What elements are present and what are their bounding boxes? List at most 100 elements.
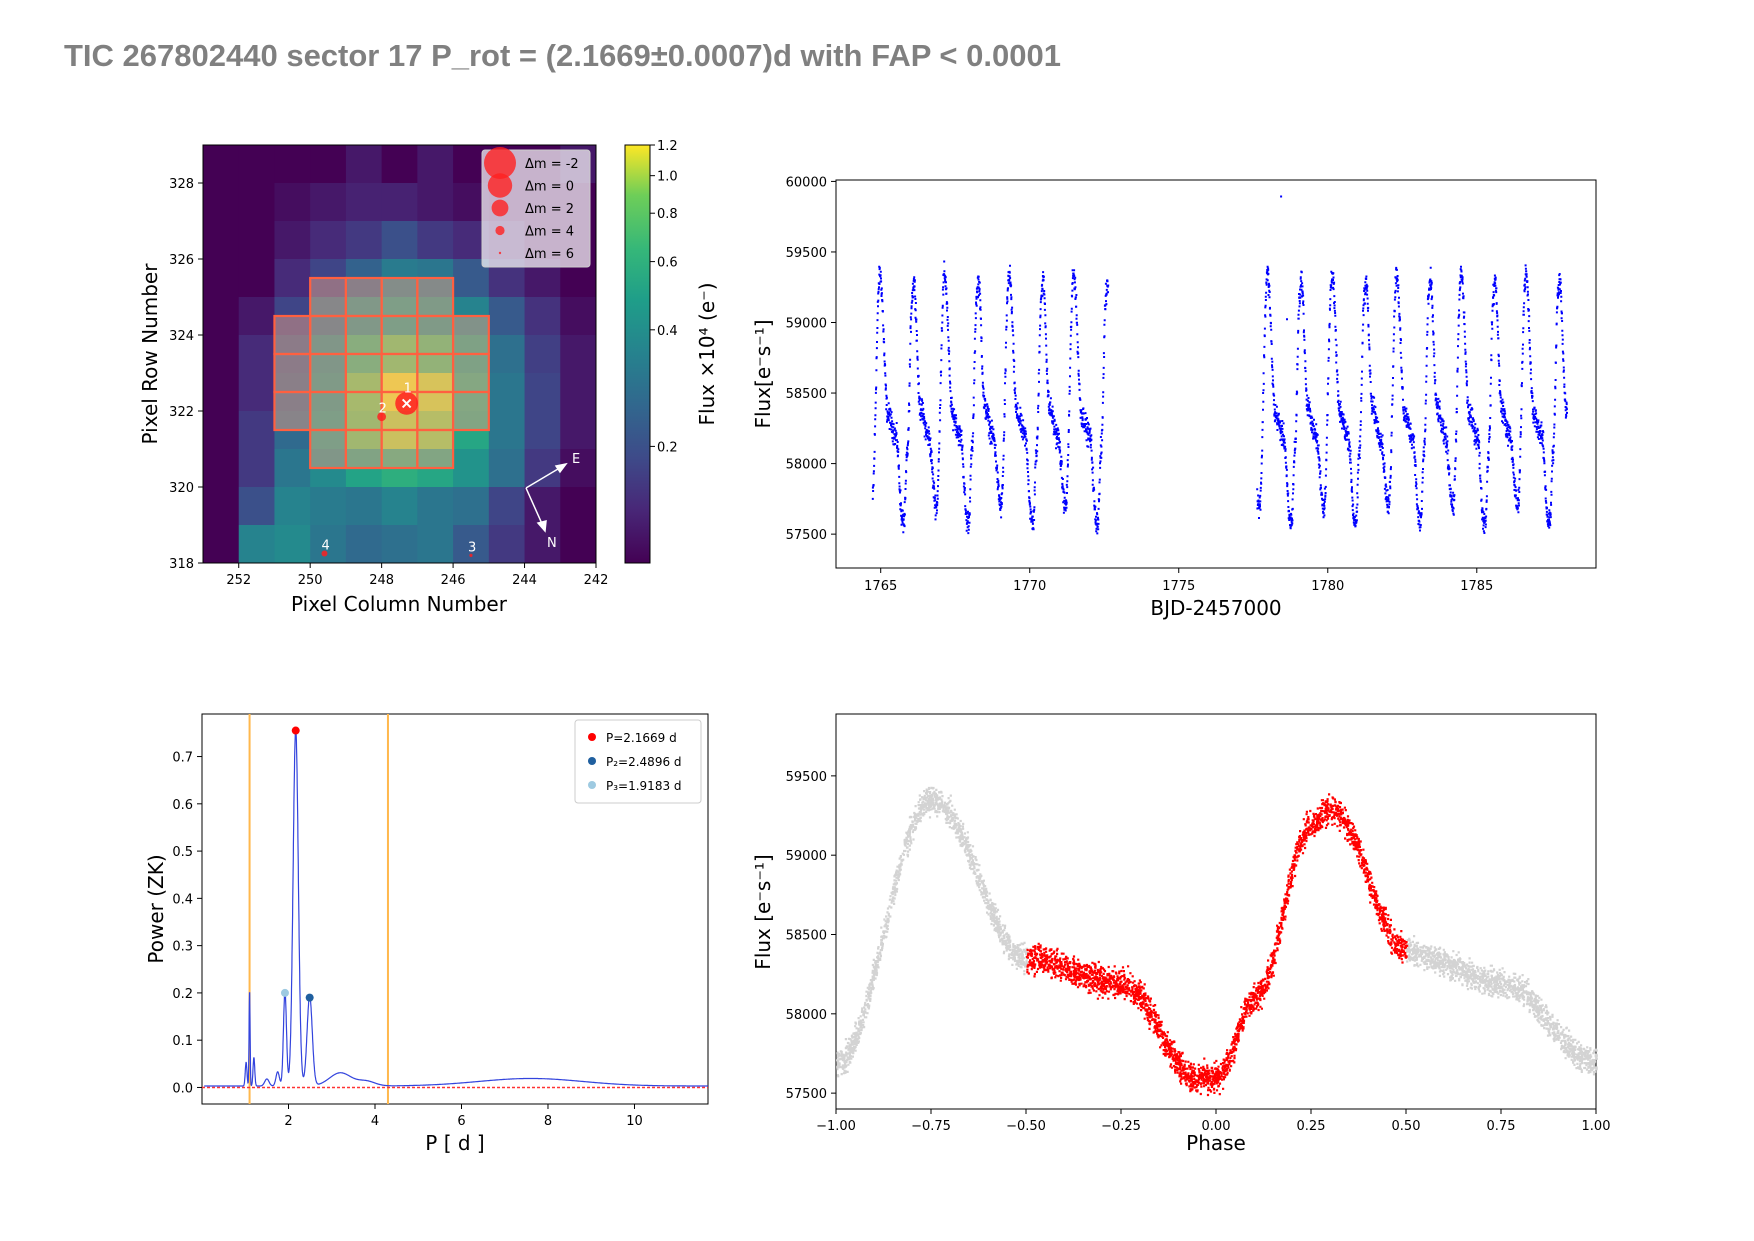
x-tick-label: 10 xyxy=(626,1114,643,1129)
heatmap-x-ticks: 252 250 248 246 244 242 xyxy=(226,563,608,588)
heatmap-pixel xyxy=(453,449,490,488)
aperture-pixel xyxy=(344,314,383,356)
x-tick-label: 252 xyxy=(226,573,251,588)
heatmap-frame xyxy=(202,144,597,564)
legend-marker xyxy=(588,757,596,765)
heatmap-pixel xyxy=(417,487,454,526)
x-tick-label: 0.75 xyxy=(1487,1119,1516,1134)
heatmap-pixel xyxy=(524,297,561,336)
heatmap-pixel xyxy=(310,183,347,222)
heatmap-pixel xyxy=(203,373,240,412)
x-tick-label: 0.25 xyxy=(1297,1119,1326,1134)
star-label: 3 xyxy=(468,540,476,555)
star-label: 2 xyxy=(379,402,387,417)
y-tick-label: 0.0 xyxy=(172,1081,193,1096)
legend-marker xyxy=(484,147,516,179)
y-tick-label: 0.3 xyxy=(172,940,193,955)
periodogram-y-ticks: 0.0 0.1 0.2 0.3 0.4 0.5 0.6 0.7 xyxy=(172,751,202,1096)
heatmap-pixel xyxy=(274,221,311,260)
aperture-pixel xyxy=(451,314,490,356)
heatmap-pixel xyxy=(274,183,311,222)
y-tick-label: 322 xyxy=(169,405,194,420)
aperture-pixel xyxy=(344,428,383,470)
heatmap-pixel xyxy=(238,145,275,184)
heatmap-pixel xyxy=(488,449,526,488)
heatmap-pixel xyxy=(238,411,275,450)
heatmap-pixel xyxy=(310,487,347,526)
heatmap-pixel xyxy=(345,145,383,184)
magnitude-legend: Δm = -2 Δm = 0 Δm = 2 Δm = 4 Δm = 6 xyxy=(481,147,591,268)
heatmap-pixel xyxy=(274,487,311,526)
heatmap-pixel xyxy=(345,487,383,526)
x-tick-label: 242 xyxy=(584,573,609,588)
y-tick-label: 0.7 xyxy=(172,751,193,766)
phase-folded-frame xyxy=(835,713,1597,1110)
legend-label: P₂=2.4896 d xyxy=(606,755,682,769)
legend-marker xyxy=(491,199,509,217)
aperture-pixel xyxy=(309,276,348,318)
y-tick-label: 320 xyxy=(169,481,194,496)
colorbar-tick-label: 0.4 xyxy=(657,324,678,339)
heatmap-pixel xyxy=(381,183,418,222)
aperture-mask xyxy=(273,276,490,470)
heatmap-pixel xyxy=(203,525,240,564)
heatmap-pixel xyxy=(524,487,561,526)
x-tick-label: 248 xyxy=(369,573,394,588)
heatmap-pixel xyxy=(274,259,311,298)
star-marker xyxy=(469,553,473,558)
x-tick-label: 1765 xyxy=(864,579,897,594)
heatmap-pixel xyxy=(238,373,275,412)
aperture-pixel xyxy=(416,352,455,394)
phase-folded-y-label: Flux [e⁻s⁻¹] xyxy=(751,854,775,969)
colorbar xyxy=(624,144,651,564)
colorbar-tick-label: 0.6 xyxy=(657,256,678,271)
heatmap-pixel xyxy=(417,221,454,260)
x-tick-label: 250 xyxy=(298,573,323,588)
phase-folded-x-label: Phase xyxy=(1186,1131,1246,1155)
legend-label: P=2.1669 d xyxy=(606,731,677,745)
colorbar-tick-label: 0.8 xyxy=(657,207,678,222)
x-tick-label: 6 xyxy=(457,1114,465,1129)
y-tick-label: 0.5 xyxy=(172,845,193,860)
x-tick-label: 4 xyxy=(371,1114,379,1129)
x-tick-label: 1775 xyxy=(1162,579,1195,594)
heatmap-y-ticks: 318 320 322 324 326 328 xyxy=(169,177,203,572)
aperture-pixel xyxy=(380,428,419,470)
y-tick-label: 57500 xyxy=(786,1087,827,1102)
y-tick-label: 57500 xyxy=(786,528,827,543)
phase-folded-y-ticks: 57500 58000 58500 59000 59500 xyxy=(786,770,836,1102)
compass-e-arrow xyxy=(525,465,564,489)
x-tick-label: −0.50 xyxy=(1006,1119,1046,1134)
periodogram-legend: P=2.1669 d P₂=2.4896 d P₃=1.9183 d xyxy=(574,719,702,804)
y-tick-label: 328 xyxy=(169,177,194,192)
peak-marker xyxy=(305,993,314,1002)
legend-label: P₃=1.9183 d xyxy=(606,779,682,793)
legend-label: Δm = 6 xyxy=(525,247,574,262)
y-tick-label: 58000 xyxy=(786,458,827,473)
aperture-pixel xyxy=(451,352,490,394)
heatmap-pixel xyxy=(203,335,240,374)
compass xyxy=(525,462,568,533)
legend-marker xyxy=(495,225,505,236)
heatmap-pixel xyxy=(524,525,561,564)
heatmap-pixel xyxy=(417,525,454,564)
heatmap-pixel xyxy=(274,145,311,184)
x-tick-label: 1770 xyxy=(1013,579,1046,594)
legend-label: Δm = 2 xyxy=(525,202,574,217)
target-cross xyxy=(401,398,412,409)
heatmap-pixel xyxy=(417,183,454,222)
y-tick-label: 318 xyxy=(169,557,194,572)
heatmap-pixel xyxy=(381,487,418,526)
star-label: 1 xyxy=(404,381,412,396)
light-curve-frame xyxy=(835,179,1597,569)
heatmap-pixel xyxy=(203,183,240,222)
aperture-pixel xyxy=(309,390,348,432)
heatmap-pixel xyxy=(488,487,526,526)
aperture-pixel xyxy=(309,314,348,356)
heatmap-pixel xyxy=(238,449,275,488)
periodogram-x-ticks: 2 4 6 8 10 xyxy=(284,1104,643,1129)
heatmap-pixel xyxy=(488,335,526,374)
heatmap-pixel xyxy=(488,373,526,412)
periodogram-x-label: P [ d ] xyxy=(425,1131,484,1155)
